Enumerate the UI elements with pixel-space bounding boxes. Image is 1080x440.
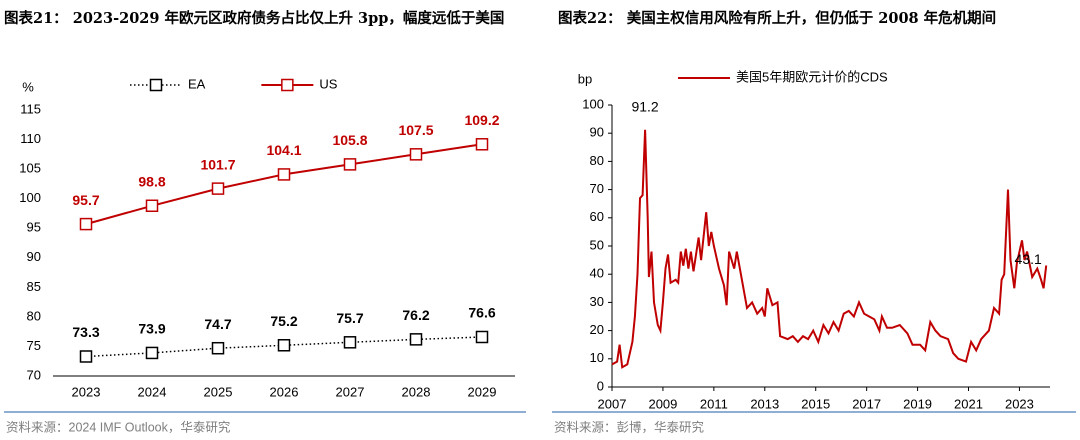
chart-title: 图表21： 2023-2029 年欧元区政府债务占比仅上升 3pp，幅度远低于美… xyxy=(4,10,505,27)
marker xyxy=(475,330,489,344)
legend-label: 美国5年期欧元计价的CDS xyxy=(736,69,888,84)
y-tick-label: 70 xyxy=(27,367,41,382)
annotation: 43.1 xyxy=(1015,251,1042,267)
legend-label: US xyxy=(319,76,337,91)
y-tick-label: 80 xyxy=(590,153,604,168)
annotation: 91.2 xyxy=(631,99,658,115)
y-tick-label: 110 xyxy=(20,131,41,146)
x-tick-label: 2025 xyxy=(204,384,233,399)
x-tick-label: 2013 xyxy=(750,396,779,411)
marker xyxy=(211,341,225,355)
y-tick-label: 30 xyxy=(590,294,604,309)
data-label: 73.9 xyxy=(138,321,165,337)
marker xyxy=(79,350,93,363)
x-tick-label: 2026 xyxy=(270,384,299,399)
y-tick-label: 90 xyxy=(27,249,41,264)
y-tick-label: 100 xyxy=(19,190,41,205)
y-tick-label: 70 xyxy=(590,181,604,196)
x-tick-label: 2017 xyxy=(852,396,881,411)
y-tick-label: 95 xyxy=(27,220,41,235)
marker xyxy=(79,217,93,231)
y-axis-label: % xyxy=(22,79,34,94)
source: 资料来源：2024 IMF Outlook，华泰研究 xyxy=(6,419,231,434)
y-tick-label: 100 xyxy=(582,96,604,111)
y-tick-label: 10 xyxy=(590,350,604,365)
x-tick-label: 2024 xyxy=(138,384,167,399)
y-tick-label: 115 xyxy=(20,101,41,116)
x-tick-label: 2029 xyxy=(468,384,497,399)
marker xyxy=(343,336,357,349)
x-tick-label: 2015 xyxy=(801,396,830,411)
data-label: 98.8 xyxy=(138,173,165,189)
legend-marker xyxy=(149,78,163,92)
y-tick-label: 60 xyxy=(590,209,604,224)
y-tick-label: 80 xyxy=(27,308,41,323)
marker xyxy=(409,148,423,161)
data-label: 95.7 xyxy=(72,192,99,208)
y-tick-label: 75 xyxy=(27,338,41,353)
marker xyxy=(211,182,225,195)
chart-title: 图表22： 美国主权信用风险有所上升，但仍低于 2008 年危机期间 xyxy=(558,10,997,27)
y-tick-label: 0 xyxy=(597,378,604,393)
data-label: 73.3 xyxy=(72,324,99,340)
data-label: 76.2 xyxy=(402,307,429,323)
data-label: 75.7 xyxy=(336,310,363,326)
data-label: 104.1 xyxy=(266,142,301,158)
marker xyxy=(277,339,291,352)
y-tick-label: 85 xyxy=(27,279,41,294)
marker xyxy=(277,168,291,181)
y-tick-label: 105 xyxy=(19,161,41,176)
data-label: 109.2 xyxy=(464,112,499,128)
y-tick-label: 20 xyxy=(590,322,604,337)
x-tick-label: 2007 xyxy=(598,396,627,411)
data-label: 76.6 xyxy=(468,305,495,321)
x-tick-label: 2009 xyxy=(648,396,677,411)
marker xyxy=(343,158,357,171)
x-tick-label: 2023 xyxy=(72,384,101,399)
x-tick-label: 2021 xyxy=(954,396,983,411)
x-tick-label: 2027 xyxy=(336,384,365,399)
series-line xyxy=(611,129,1048,369)
x-tick-label: 2011 xyxy=(700,396,728,411)
legend-marker xyxy=(281,78,294,92)
y-axis-label: bp xyxy=(578,71,592,86)
marker xyxy=(145,346,159,360)
data-label: 74.7 xyxy=(204,316,231,332)
marker xyxy=(475,138,489,151)
source: 资料来源：彭博，华泰研究 xyxy=(554,419,705,434)
legend-label: EA xyxy=(188,76,206,91)
data-label: 101.7 xyxy=(200,156,235,172)
data-label: 105.8 xyxy=(332,132,367,148)
x-tick-label: 2023 xyxy=(1005,396,1034,411)
y-tick-label: 50 xyxy=(590,237,604,252)
marker xyxy=(409,333,423,346)
y-tick-label: 90 xyxy=(590,125,604,140)
data-label: 107.5 xyxy=(398,122,433,138)
x-tick-label: 2019 xyxy=(903,396,932,411)
x-tick-label: 2028 xyxy=(402,384,431,399)
data-label: 75.2 xyxy=(270,313,297,329)
y-tick-label: 40 xyxy=(590,266,604,281)
marker xyxy=(145,199,159,213)
